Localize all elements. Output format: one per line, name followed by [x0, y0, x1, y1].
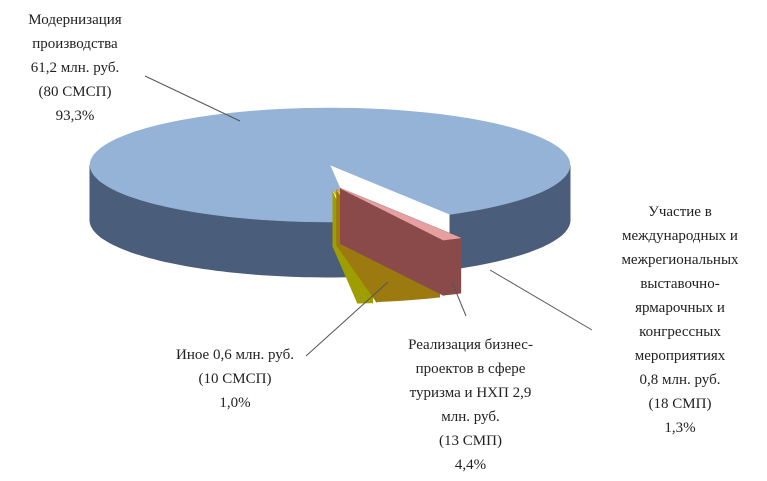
- leader-line: [144, 75, 241, 122]
- data-label: Участие в международных и межрегиональны…: [595, 200, 765, 440]
- label-percent: 93,3%: [55, 108, 95, 124]
- label-text: Реализация бизнес- проектов в сфере тури…: [408, 337, 533, 449]
- label-text: Иное 0,6 млн. руб. (10 СМСП): [176, 347, 294, 387]
- label-text: Модернизация производства 61,2 млн. руб.…: [28, 12, 122, 100]
- leader-line: [489, 269, 593, 331]
- label-percent: 1,0%: [219, 395, 251, 411]
- leader-line: [451, 281, 467, 317]
- slice-side: [442, 237, 462, 296]
- label-text: Участие в международных и межрегиональны…: [621, 204, 739, 412]
- data-label: Реализация бизнес- проектов в сфере тури…: [378, 333, 563, 477]
- leader-line: [305, 281, 389, 357]
- slice: [340, 188, 462, 241]
- label-percent: 1,3%: [664, 420, 696, 436]
- label-percent: 4,4%: [454, 457, 487, 473]
- data-label: Модернизация производства 61,2 млн. руб.…: [0, 8, 150, 128]
- slice: [89, 107, 571, 223]
- data-label: Иное 0,6 млн. руб. (10 СМСП) 1,0%: [140, 343, 330, 415]
